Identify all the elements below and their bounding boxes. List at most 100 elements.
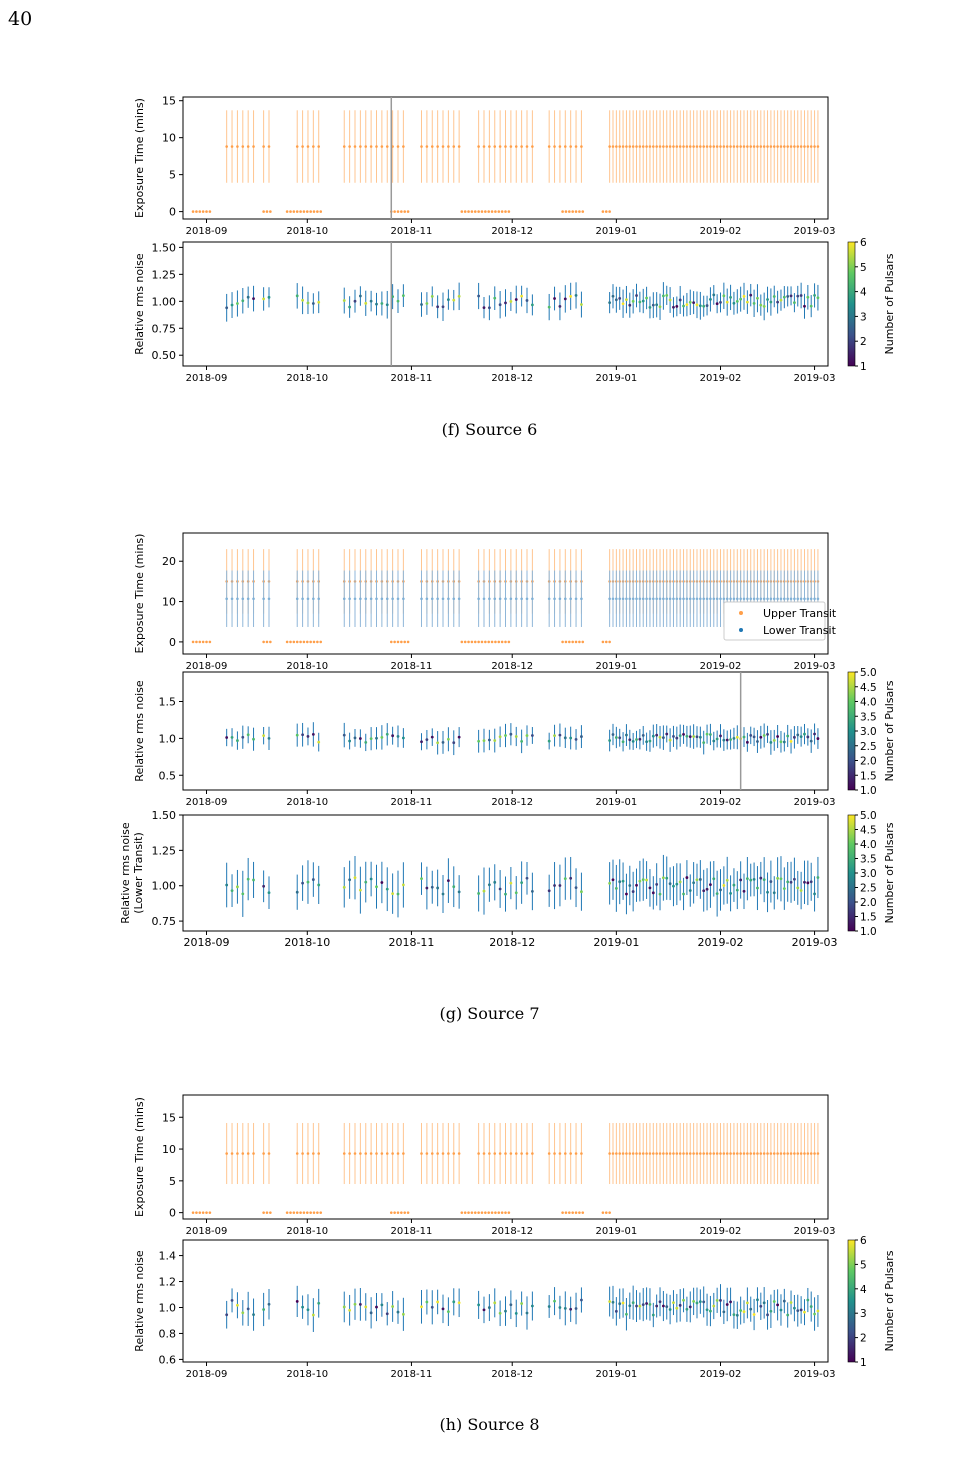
data-point xyxy=(342,1305,346,1309)
data-point xyxy=(661,876,665,880)
data-point xyxy=(678,1152,682,1155)
data-point xyxy=(436,305,440,309)
data-point xyxy=(574,1152,578,1155)
data-point xyxy=(628,738,632,742)
data-point xyxy=(504,1152,507,1155)
data-point xyxy=(375,597,378,601)
zero-point xyxy=(316,1211,319,1214)
colorbar-tick-label: 5 xyxy=(860,1259,867,1271)
data-point xyxy=(306,880,310,884)
data-point xyxy=(803,732,806,736)
colorbar-label: Number of Pulsars xyxy=(883,1250,896,1351)
x-tick-label: 2018-09 xyxy=(186,661,228,672)
zero-point xyxy=(265,210,269,213)
data-point xyxy=(301,597,304,601)
data-point xyxy=(732,301,736,305)
data-point xyxy=(369,299,373,303)
data-point xyxy=(262,597,265,601)
data-point xyxy=(668,738,672,742)
data-point xyxy=(719,734,722,738)
data-point xyxy=(675,736,679,740)
y-tick-label: 0.50 xyxy=(152,349,177,362)
data-point xyxy=(735,888,739,892)
data-point xyxy=(722,597,726,601)
x-tick-label: 2018-12 xyxy=(491,226,533,237)
data-point xyxy=(749,1152,753,1155)
data-point xyxy=(725,1152,729,1155)
data-point xyxy=(498,145,502,148)
data-point xyxy=(766,1313,769,1317)
data-point xyxy=(358,737,362,740)
data-point xyxy=(635,294,638,297)
data-point xyxy=(658,1152,662,1155)
data-point xyxy=(735,145,739,148)
data-point xyxy=(312,1152,315,1155)
page-number: 40 xyxy=(8,8,33,30)
data-point xyxy=(806,145,810,148)
data-point xyxy=(301,298,304,302)
data-point xyxy=(312,145,315,148)
data-point xyxy=(732,145,736,148)
data-point xyxy=(809,1152,813,1155)
data-point xyxy=(317,1152,321,1155)
data-point xyxy=(675,882,679,886)
zero-point xyxy=(463,210,467,213)
colorbar-label: Number of Pulsars xyxy=(883,680,896,781)
zero-point xyxy=(568,1211,571,1214)
data-point xyxy=(682,1298,685,1302)
data-point xyxy=(806,1152,810,1155)
data-point xyxy=(712,739,716,743)
data-point xyxy=(530,303,534,307)
zero-point xyxy=(400,640,403,644)
data-point xyxy=(380,302,384,305)
data-point xyxy=(722,884,726,887)
colorbar xyxy=(847,1239,856,1363)
data-point xyxy=(695,597,699,601)
data-point xyxy=(688,1152,692,1155)
zero-point xyxy=(262,640,265,644)
data-point xyxy=(712,877,716,881)
data-point xyxy=(742,735,746,739)
data-point xyxy=(569,145,572,148)
caption-source-8: (h) Source 8 xyxy=(439,1415,540,1434)
data-point xyxy=(380,597,384,601)
zero-point xyxy=(265,640,269,644)
data-point xyxy=(813,294,816,297)
data-point xyxy=(742,294,746,298)
y-tick-label: 1.00 xyxy=(152,295,177,308)
data-point xyxy=(749,878,753,882)
colorbar-tick-label: 3.0 xyxy=(860,868,877,880)
zero-point xyxy=(564,640,568,644)
zero-point xyxy=(191,1211,195,1214)
data-point xyxy=(396,1310,400,1314)
fig-g-noise-axes: 2018-09 2018-10 2018-11 2018-12 2019-01 2019-… xyxy=(133,671,835,808)
data-point xyxy=(477,1152,480,1155)
zero-point xyxy=(389,1211,393,1214)
data-point xyxy=(739,1309,743,1312)
data-point xyxy=(401,294,405,298)
data-point xyxy=(692,1299,696,1303)
data-point xyxy=(793,145,796,148)
zero-point xyxy=(487,640,491,644)
zero-point xyxy=(302,640,306,644)
data-point xyxy=(531,597,534,601)
data-point xyxy=(789,880,793,884)
data-point xyxy=(262,1152,265,1155)
data-point xyxy=(702,741,706,744)
data-point xyxy=(574,738,578,741)
data-point xyxy=(772,145,776,148)
data-point xyxy=(436,886,440,890)
colorbar-label: Number of Pulsars xyxy=(883,822,896,923)
data-point xyxy=(772,1300,776,1303)
data-point xyxy=(799,294,803,297)
data-point xyxy=(635,1152,638,1155)
data-point xyxy=(380,1303,384,1307)
x-tick-label: 2018-10 xyxy=(286,797,328,808)
x-tick-label: 2019-02 xyxy=(700,373,742,384)
data-point xyxy=(493,880,497,884)
zero-point xyxy=(299,640,302,644)
data-point xyxy=(745,740,749,744)
data-point xyxy=(635,1304,638,1308)
data-point xyxy=(722,1152,726,1155)
data-point xyxy=(809,739,813,743)
